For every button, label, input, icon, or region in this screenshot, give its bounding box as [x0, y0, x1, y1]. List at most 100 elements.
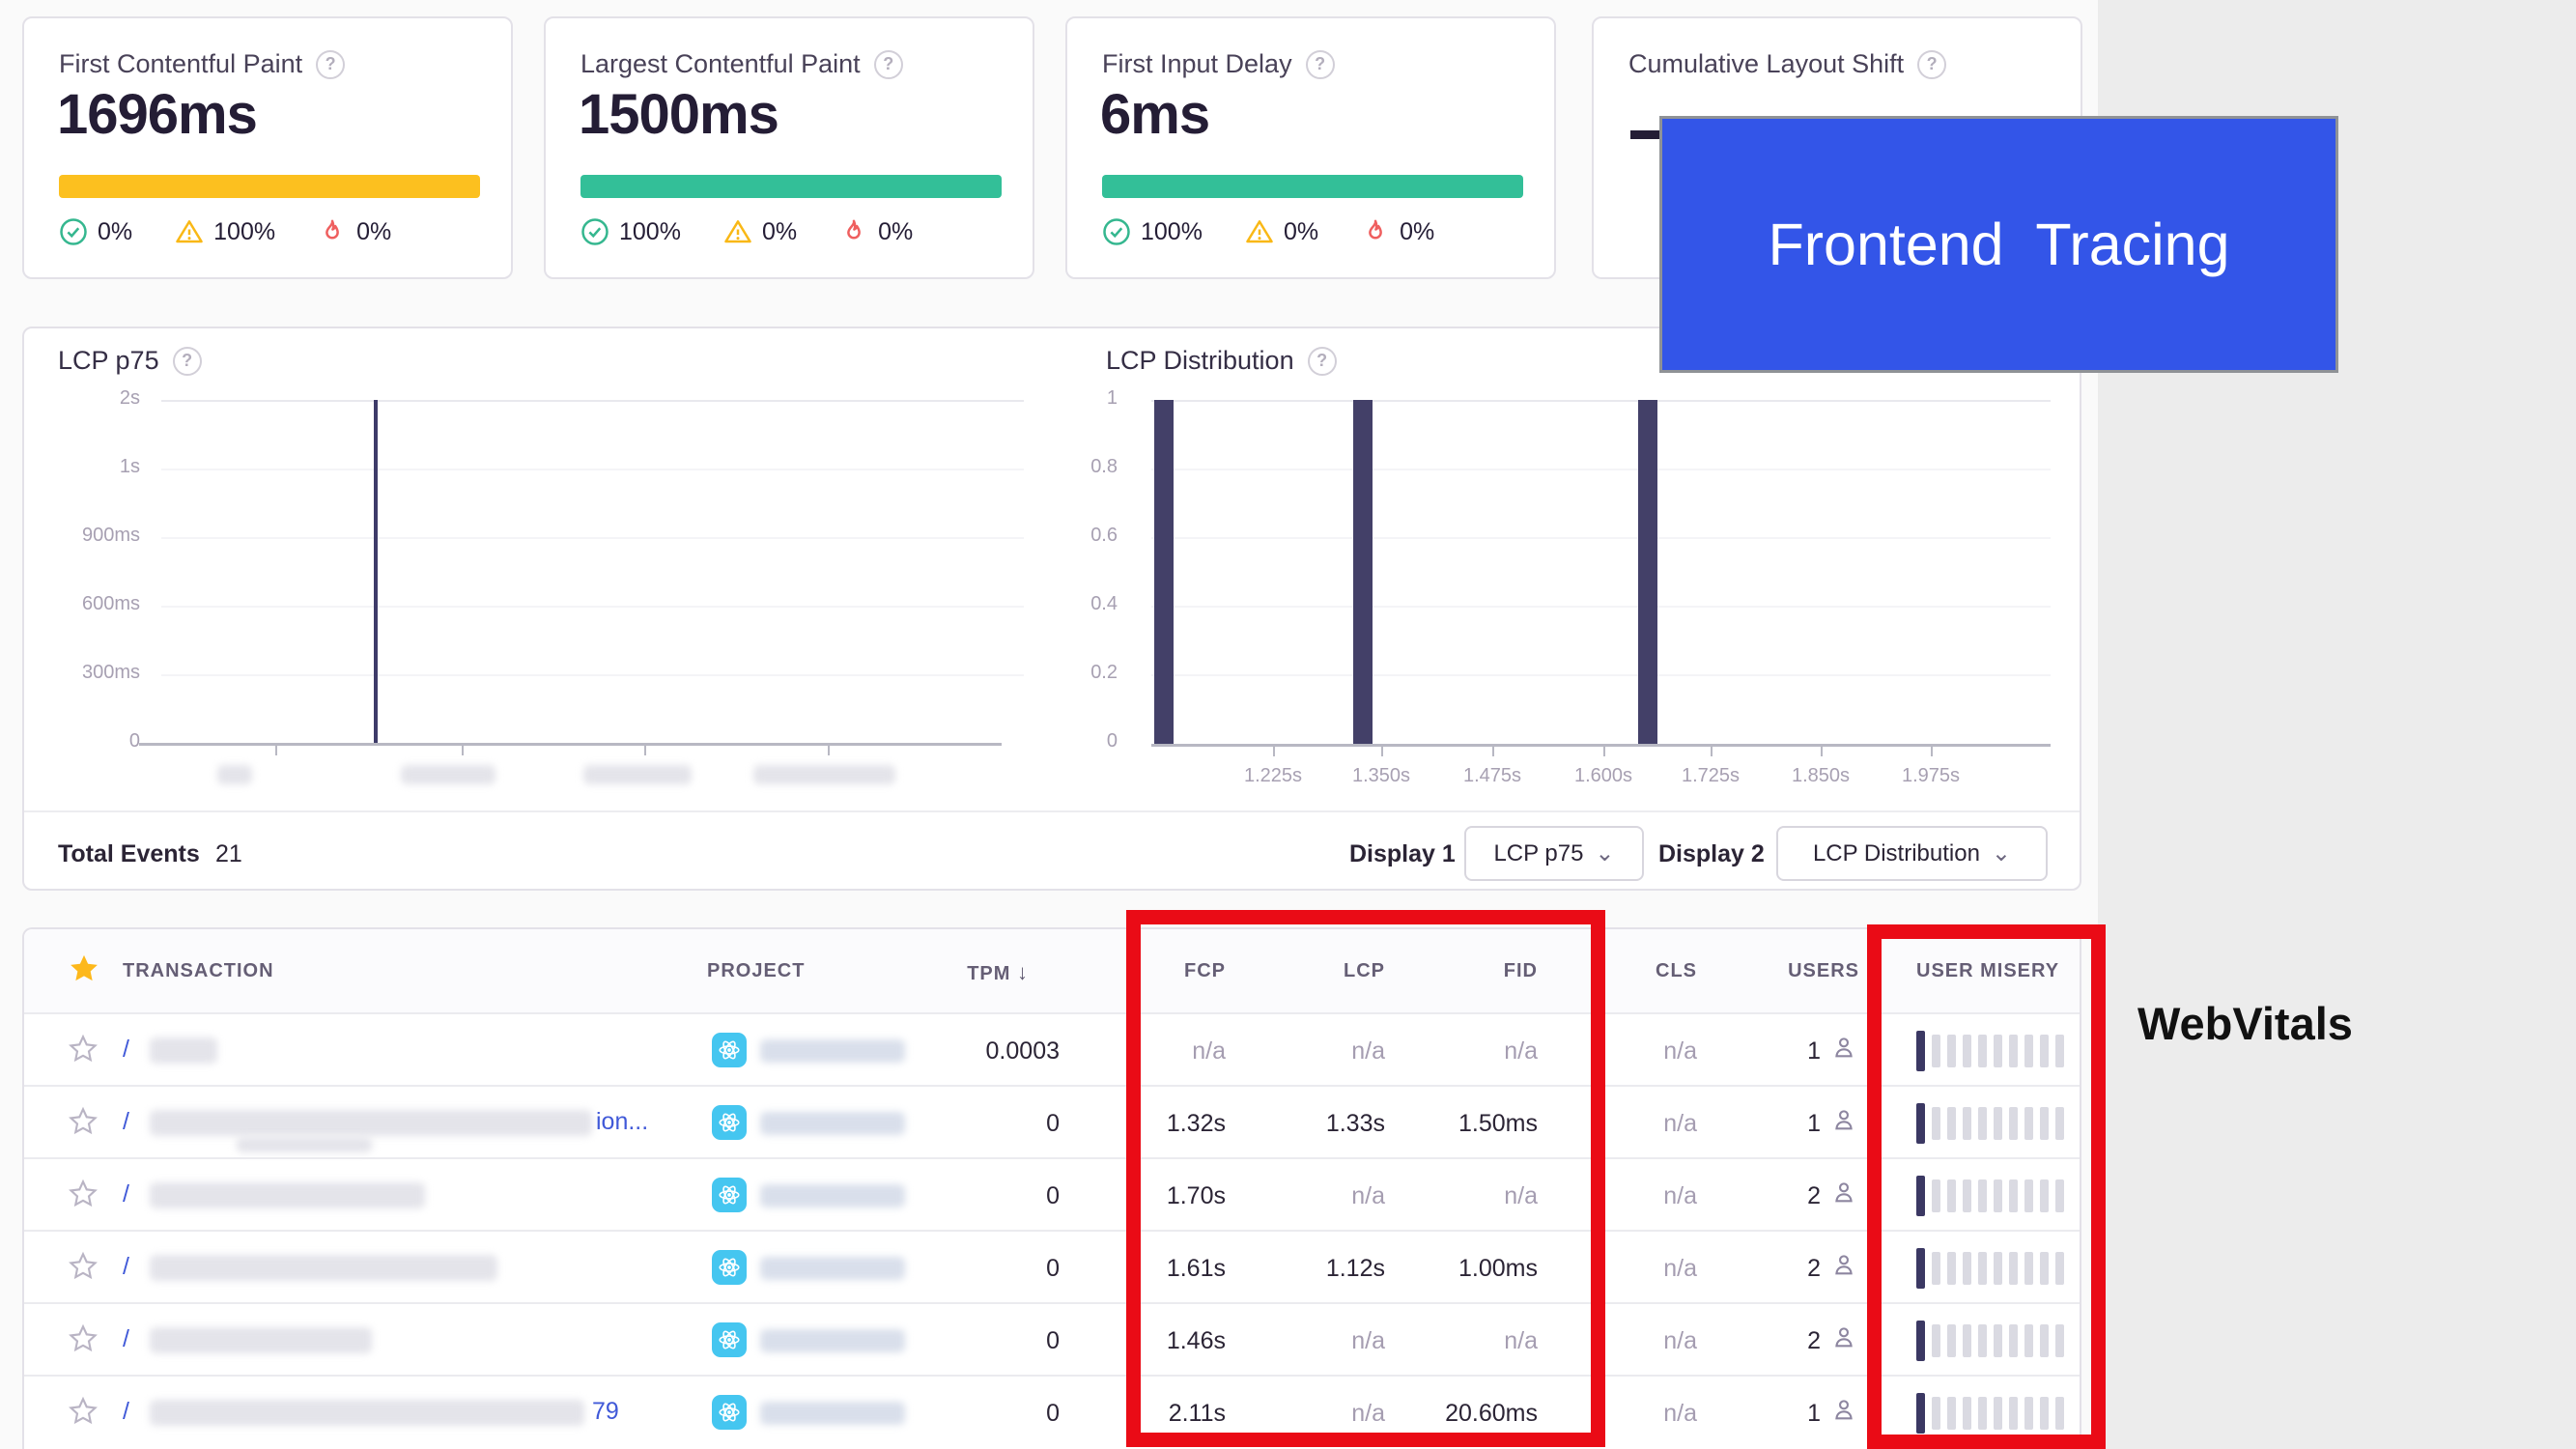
transaction-link[interactable]: / [123, 1398, 129, 1425]
fid-cell: n/a [1504, 1037, 1538, 1065]
lcp-score-bar [580, 175, 1002, 198]
col-project[interactable]: PROJECT [707, 960, 806, 981]
user-icon [1830, 1179, 1857, 1210]
star-outline-icon[interactable] [68, 1323, 99, 1359]
users-cell: 2 [1807, 1327, 1821, 1354]
y-tick-label: 0 [128, 730, 140, 752]
redacted-project-name [760, 1329, 905, 1352]
col-tpm[interactable]: TPM ↓ [967, 960, 1029, 984]
cls-cell: n/a [1663, 1182, 1697, 1209]
lcp-p75-chart-title: LCP p75 ? [58, 346, 202, 376]
fcp-cell: 1.32s [1166, 1110, 1226, 1137]
star-filled-icon[interactable] [68, 952, 100, 990]
star-outline-icon[interactable] [68, 1396, 99, 1432]
poor-stat: 0% [1361, 217, 1434, 246]
table-row[interactable]: / 0.0003 n/a n/a n/a n/a 1 [24, 1012, 2080, 1085]
col-cls[interactable]: CLS [1656, 960, 1697, 981]
react-project-icon [712, 1395, 747, 1430]
display1-select[interactable]: LCP p75 ⌄ [1464, 826, 1644, 881]
x-tick-label: 1.475s [1462, 765, 1522, 786]
user-misery-bar [1916, 1176, 2064, 1216]
x-tick [1821, 747, 1823, 756]
redacted-transaction-text [150, 1037, 217, 1064]
display1-label: Display 1 [1349, 840, 1456, 867]
redacted-transaction-text [150, 1110, 592, 1136]
question-icon[interactable]: ? [873, 49, 903, 79]
react-project-icon [712, 1178, 747, 1212]
x-tick [1931, 747, 1933, 756]
warning-triangle-icon [1246, 220, 1273, 243]
transaction-link[interactable]: / [123, 1253, 129, 1280]
star-outline-icon[interactable] [68, 1179, 99, 1214]
card-title: Cumulative Layout Shift ? [1628, 49, 1947, 79]
table-row[interactable]: / 0 1.70s n/a n/a n/a 2 [24, 1157, 2080, 1230]
fcp-cell: n/a [1192, 1037, 1226, 1065]
display1-value: LCP p75 [1493, 839, 1584, 867]
gridline [1151, 469, 2051, 470]
y-tick-label: 0.2 [1090, 662, 1118, 683]
y-tick-label: 2s [119, 387, 140, 409]
col-lcp[interactable]: LCP [1344, 960, 1385, 981]
table-row[interactable]: / 0 1.61s 1.12s 1.00ms n/a 2 [24, 1230, 2080, 1302]
card-stats: 0% 100% 0% [59, 217, 391, 246]
total-events-value: 21 [215, 840, 242, 867]
redacted-project-name [760, 1402, 905, 1425]
transaction-link[interactable]: / [123, 1325, 129, 1352]
tpm-cell: 0 [1046, 1327, 1060, 1354]
y-tick-label: 0 [1106, 730, 1118, 752]
transactions-table: TRANSACTION PROJECT TPM ↓ FCP LCP FID CL… [22, 927, 2081, 1449]
y-tick-label: 1s [119, 456, 140, 477]
user-icon [1830, 1106, 1857, 1138]
users-cell: 2 [1807, 1182, 1821, 1209]
redacted-project-name [760, 1039, 905, 1063]
good-stat: 100% [1102, 217, 1203, 246]
distribution-bar-1 [1154, 400, 1174, 744]
card-stats: 100% 0% 0% [1102, 217, 1434, 246]
transaction-link[interactable]: / [123, 1180, 129, 1208]
tpm-cell: 0.0003 [985, 1037, 1060, 1065]
red-highlight-web-vitals-columns [1126, 910, 1605, 1447]
gridline [1151, 537, 2051, 539]
star-outline-icon[interactable] [68, 1034, 99, 1069]
table-row[interactable]: / ion... 0 1.32s 1.33s 1.50ms n/a 1 [24, 1085, 2080, 1157]
col-user-misery[interactable]: USER MISERY [1916, 960, 2060, 981]
question-icon[interactable]: ? [316, 49, 346, 79]
fcp-cell: 2.11s [1168, 1400, 1226, 1427]
question-icon[interactable]: ? [1305, 49, 1335, 79]
cls-cell: n/a [1663, 1110, 1697, 1137]
user-misery-bar [1916, 1248, 2064, 1289]
transaction-link[interactable]: / [123, 1036, 129, 1063]
table-row[interactable]: / 0 1.46s n/a n/a n/a 2 [24, 1302, 2080, 1375]
question-icon[interactable]: ? [1307, 346, 1337, 376]
tpm-cell: 0 [1046, 1110, 1060, 1137]
transaction-link-suffix[interactable]: ion... [596, 1108, 649, 1135]
col-transaction[interactable]: TRANSACTION [123, 960, 274, 981]
star-outline-icon[interactable] [68, 1106, 99, 1142]
transaction-link-suffix[interactable]: 79 [592, 1398, 619, 1425]
card-title-text: Cumulative Layout Shift [1628, 49, 1905, 78]
col-fid[interactable]: FID [1503, 960, 1538, 981]
react-project-icon [712, 1105, 747, 1140]
gridline [1151, 606, 2051, 608]
x-tick [828, 746, 830, 755]
display2-select[interactable]: LCP Distribution ⌄ [1776, 826, 2048, 881]
fid-cell: n/a [1504, 1182, 1538, 1209]
transaction-link[interactable]: / [123, 1108, 129, 1135]
lcp-cell: n/a [1351, 1327, 1385, 1354]
redacted-x-label [753, 765, 895, 784]
card-first-input-delay: First Input Delay ? 6ms 100% 0% 0% [1065, 16, 1556, 279]
webvitals-annotation: WebVitals [2137, 998, 2353, 1049]
question-icon[interactable]: ? [1917, 49, 1947, 79]
question-icon[interactable]: ? [172, 346, 202, 376]
y-tick-label: 0.4 [1090, 593, 1118, 614]
y-tick-label: 0.8 [1090, 456, 1118, 477]
col-users[interactable]: USERS [1788, 960, 1859, 981]
warning-triangle-icon [724, 220, 751, 243]
react-project-icon [712, 1250, 747, 1285]
card-largest-contentful-paint: Largest Contentful Paint ? 1500ms 100% 0… [544, 16, 1034, 279]
star-outline-icon[interactable] [68, 1251, 99, 1287]
table-row[interactable]: / 79 0 2.11s n/a 20.60ms n/a 1 [24, 1375, 2080, 1447]
fid-score-bar [1102, 175, 1523, 198]
col-fcp[interactable]: FCP [1184, 960, 1226, 981]
